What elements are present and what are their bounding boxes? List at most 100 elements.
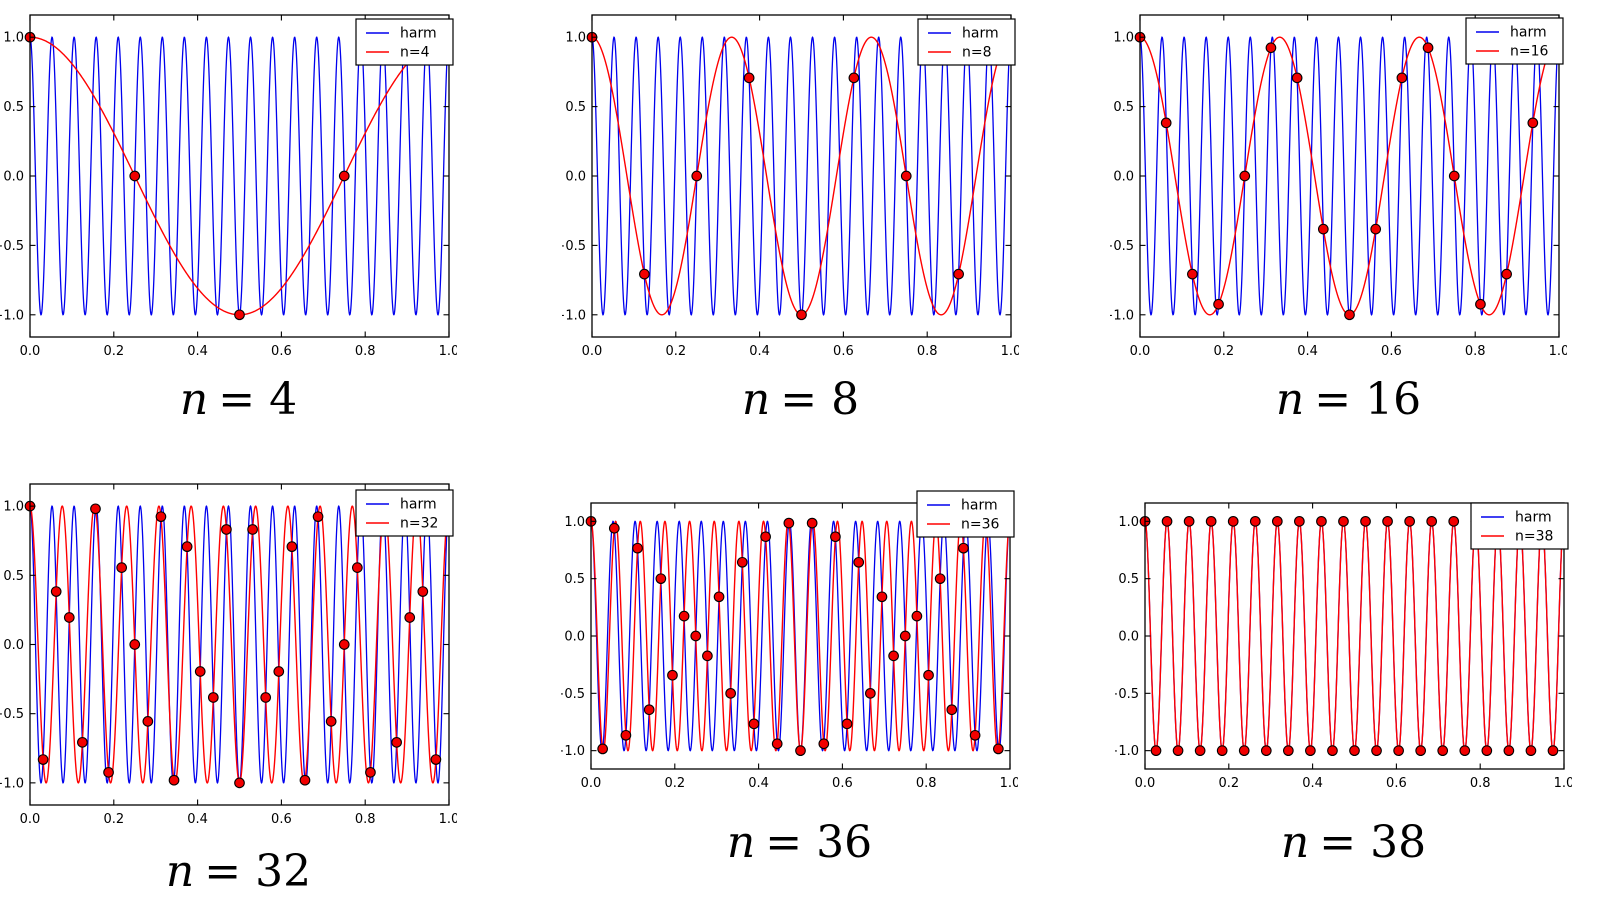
y-tick-label: 0.5 [3, 100, 24, 115]
x-tick-label: 0.2 [1213, 344, 1234, 359]
legend-label: harm [961, 498, 998, 514]
legend-frame [916, 490, 1015, 538]
sample-point [841, 718, 853, 730]
sample-point [1360, 515, 1371, 527]
sample-point [1527, 117, 1539, 129]
x-tick-label: 0.8 [917, 344, 938, 359]
sample-point [888, 650, 899, 662]
sample-point [417, 586, 429, 597]
x-tick-label: 0.4 [1297, 344, 1318, 359]
y-tick-label: −0.5 [0, 707, 24, 722]
x-tick-label: 0.4 [187, 812, 208, 827]
x-tick-label: 0.6 [832, 776, 853, 791]
sample-point [1161, 515, 1173, 527]
sample-point [338, 639, 350, 650]
sample-point [1327, 745, 1338, 757]
sample-point [911, 610, 923, 622]
y-tick-label: 1.0 [3, 500, 24, 515]
sample-point [365, 766, 376, 778]
sample-point [655, 573, 667, 585]
sample-markers [586, 31, 964, 321]
y-tick-label: −1.0 [1110, 308, 1134, 323]
sample-point [299, 774, 311, 786]
legend: harm n=8 [917, 18, 1016, 66]
y-tick-label: −0.5 [562, 239, 586, 254]
caption-variable: n [179, 374, 209, 425]
sample-point [338, 170, 350, 182]
sample-point [725, 687, 736, 699]
ticks: 0.0 0.2 0.4 0.6 0.8 1.0 1.0 0.5 0.0 −0.5 −1.0 [562, 15, 1019, 359]
sample-point [155, 511, 167, 523]
caption-value: = 36 [765, 817, 873, 868]
caption-value: = 4 [218, 374, 298, 425]
sample-point [876, 591, 888, 603]
sample-point [194, 666, 206, 677]
sample-point [923, 669, 934, 681]
sample-point [1294, 515, 1305, 527]
sample-point [848, 72, 860, 84]
sample-point [1393, 745, 1404, 757]
legend-label: n=38 [1515, 529, 1553, 545]
sample-point [736, 556, 748, 568]
sample-markers [1134, 31, 1539, 321]
ticks: 0.0 0.2 0.4 0.6 0.8 1.0 1.0 0.5 0.0 −0.5 −1.0 [0, 484, 457, 827]
x-tick-label: 1.0 [1549, 344, 1567, 359]
subplot-n38: 0.0 0.2 0.4 0.6 0.8 1.0 1.0 0.5 0.0 −0.5 −1.0 harm n… [1115, 489, 1572, 803]
sample-point [50, 586, 62, 597]
sample-point [900, 170, 912, 182]
sample-point [1415, 745, 1427, 757]
legend-frame [917, 18, 1016, 66]
y-tick-label: 1.0 [565, 31, 586, 46]
axes-frame [1144, 502, 1565, 770]
y-tick-label: 1.0 [564, 515, 585, 530]
axes-n36: 0.0 0.2 0.4 0.6 0.8 1.0 1.0 0.5 0.0 −0.5 −1.0 harm n… [561, 490, 1018, 791]
legend-label: harm [1510, 25, 1547, 41]
sample-point [748, 718, 760, 730]
sample-point [1475, 298, 1486, 310]
y-tick-label: −1.0 [0, 776, 24, 791]
sample-point [90, 503, 101, 515]
sample-point [129, 639, 141, 650]
sample-point [1396, 72, 1408, 84]
y-tick-label: −1.0 [561, 744, 585, 759]
y-tick-label: −1.0 [0, 308, 24, 323]
legend: harm n=4 [355, 18, 454, 66]
sample-markers [24, 500, 442, 789]
sample-point [1344, 309, 1355, 321]
caption-n8: n = 8 [591, 374, 1010, 425]
sample-point [796, 309, 807, 321]
axes-frame [29, 483, 450, 806]
sample-point [865, 687, 876, 699]
x-tick-label: 0.0 [582, 344, 603, 359]
sample-point [234, 309, 245, 321]
sample-point [760, 531, 771, 543]
sample-point [1271, 515, 1283, 527]
sample-point [1216, 745, 1228, 757]
sample-point [1448, 515, 1460, 527]
legend-frame [355, 489, 454, 537]
caption-value: = 32 [204, 846, 312, 897]
sample-point [1150, 745, 1162, 757]
sample-point [678, 610, 690, 622]
sample-point [1382, 515, 1393, 527]
harm-curve [590, 520, 1011, 752]
x-tick-label: 0.4 [187, 344, 208, 359]
y-tick-label: 1.0 [1118, 515, 1139, 530]
sample-point [1547, 745, 1559, 757]
x-tick-label: 0.6 [1381, 344, 1402, 359]
sample-point [1239, 170, 1251, 182]
x-tick-label: 0.6 [1386, 776, 1407, 791]
x-tick-label: 0.8 [1470, 776, 1491, 791]
sample-point [1172, 745, 1184, 757]
sample-point [168, 774, 180, 786]
caption-variable: n [741, 374, 771, 425]
sample-point [1316, 515, 1327, 527]
sample-point [667, 669, 678, 681]
sample-point [1404, 515, 1415, 527]
legend: harm n=16 [1465, 17, 1564, 65]
x-tick-label: 0.8 [355, 344, 376, 359]
subplot-n32: 0.0 0.2 0.4 0.6 0.8 1.0 1.0 0.5 0.0 −0.5 −1.0 harm n… [0, 470, 457, 839]
y-tick-label: −1.0 [562, 308, 586, 323]
x-tick-label: 0.4 [749, 344, 770, 359]
legend-label: harm [400, 497, 437, 513]
